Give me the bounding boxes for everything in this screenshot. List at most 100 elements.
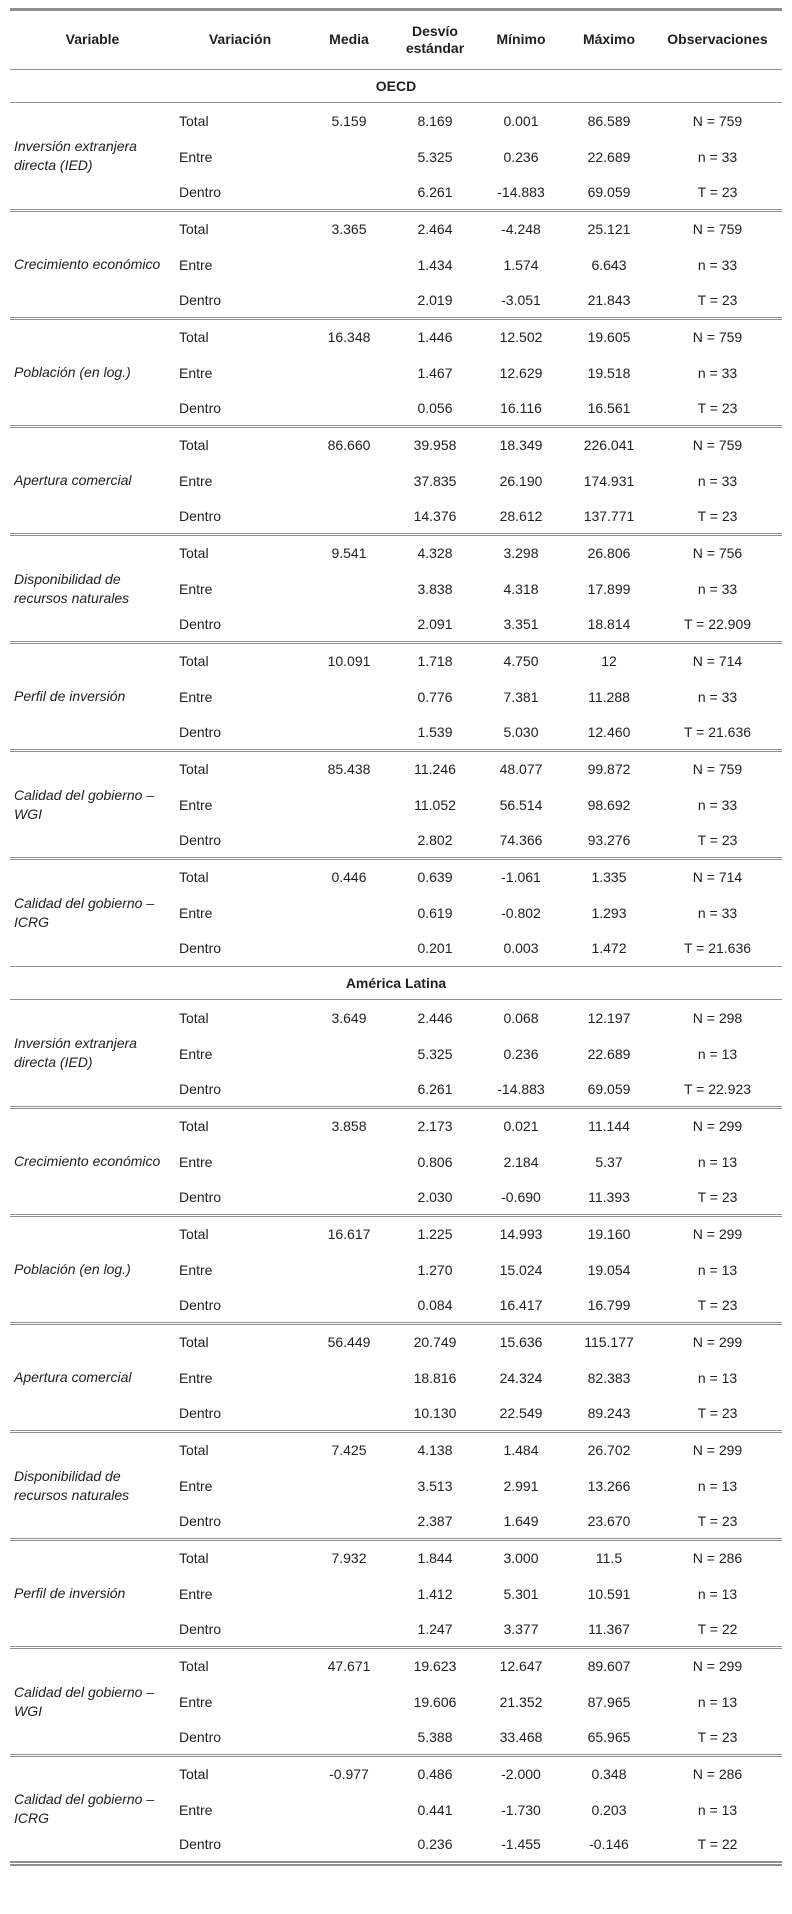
cell-maximo: 0.348 xyxy=(565,1754,653,1792)
cell-variacion: Dentro xyxy=(179,399,222,416)
cell-minimo: 15.024 xyxy=(499,1261,543,1278)
cell-maximo: 25.121 xyxy=(565,209,653,247)
cell-maximo: 89.607 xyxy=(565,1646,653,1684)
cell-maximo: 137.771 xyxy=(583,507,635,524)
cell-media xyxy=(305,499,393,535)
cell-desvio: 2.030 xyxy=(417,1188,453,1205)
cell-media xyxy=(305,1360,393,1396)
cell-minimo: 0.021 xyxy=(477,1106,565,1144)
cell-variacion: Dentro xyxy=(179,1404,222,1421)
cell-desvio: 19.623 xyxy=(393,1646,477,1684)
cell-maximo: 69.059 xyxy=(587,1080,631,1097)
cell-desvio: 2.019 xyxy=(417,291,453,308)
cell-desvio: 1.467 xyxy=(417,364,453,381)
cell-minimo: -1.730 xyxy=(501,1801,541,1818)
cell-variacion: Entre xyxy=(179,904,213,921)
table-row: Calidad del gobierno – WGI Total 47.671 19.… xyxy=(10,1646,782,1756)
cell-obs: T = 22 xyxy=(697,1620,738,1637)
cell-media xyxy=(305,1396,393,1432)
cell-media xyxy=(305,607,393,643)
cell-variacion: Total xyxy=(179,1009,209,1026)
cell-maximo: 11.5 xyxy=(565,1538,653,1576)
variable-name: Crecimiento económico xyxy=(10,1106,175,1216)
cell-maximo: 11.367 xyxy=(588,1620,630,1637)
cell-variacion: Total xyxy=(175,1646,305,1684)
cell-desvio: 0.201 xyxy=(417,940,453,957)
cell-desvio: 20.749 xyxy=(393,1322,477,1360)
cell-variacion: Dentro xyxy=(179,940,222,957)
cell-obs: N = 299 xyxy=(653,1214,782,1252)
cell-variacion: Entre xyxy=(179,148,213,165)
table-row: Crecimiento económico Total 3.365 2.464 -4.2… xyxy=(10,209,782,319)
variable-group: Apertura comercial Total 86.660 39.958 18.34… xyxy=(10,425,782,535)
cell-variacion: Dentro xyxy=(179,1620,222,1637)
cell-variacion: Dentro xyxy=(179,831,222,848)
cell-obs: N = 298 xyxy=(692,1009,743,1026)
table-row: Entre 37.835 26.190 174.931 n = 33 xyxy=(10,463,782,499)
cell-desvio: 3.838 xyxy=(417,580,453,597)
variable-name: Perfil de inversión xyxy=(10,641,175,751)
table-row: Entre 0.806 2.184 5.37 n = 13 xyxy=(10,1144,782,1180)
cell-minimo: -0.690 xyxy=(501,1188,541,1205)
cell-minimo: 4.318 xyxy=(503,580,539,597)
cell-maximo: 13.266 xyxy=(587,1477,631,1494)
cell-minimo: -3.051 xyxy=(501,291,541,308)
cell-variacion: Total xyxy=(175,1538,305,1576)
cell-media xyxy=(305,931,393,967)
cell-desvio: 5.325 xyxy=(417,148,453,165)
cell-maximo: 87.965 xyxy=(587,1693,631,1710)
variable-name: Perfil de inversión xyxy=(10,1538,175,1648)
cell-media xyxy=(305,1792,393,1828)
cell-minimo: 26.190 xyxy=(499,472,543,489)
cell-variacion: Entre xyxy=(179,472,213,489)
table-row: Dentro 1.247 3.377 11.367 T = 22 xyxy=(10,1612,782,1648)
cell-variacion: Total xyxy=(175,533,305,571)
cell-minimo: -4.248 xyxy=(477,209,565,247)
cell-maximo: 19.605 xyxy=(565,317,653,355)
cell-media: 0.446 xyxy=(305,857,393,895)
cell-obs: N = 759 xyxy=(653,317,782,355)
col-header-variable: Variable xyxy=(65,31,120,48)
cell-variacion: Total xyxy=(175,209,305,247)
cell-media: 86.660 xyxy=(305,425,393,463)
cell-maximo: 115.177 xyxy=(565,1322,653,1360)
cell-desvio: 14.376 xyxy=(413,507,457,524)
variable-group: Población (en log.) Total 16.617 1.225 14.99… xyxy=(10,1214,782,1324)
cell-maximo: 19.518 xyxy=(587,364,631,381)
variable-name: Inversión extranjera directa (IED) xyxy=(14,1035,137,1070)
cell-minimo: 3.351 xyxy=(503,615,539,632)
variable-group: Calidad del gobierno – WGI Total 47.671 19.… xyxy=(10,1646,782,1756)
table-row: Entre 5.325 0.236 22.689 n = 13 xyxy=(10,1036,782,1072)
cell-variacion: Dentro xyxy=(179,507,222,524)
cell-minimo: 22.549 xyxy=(499,1404,543,1421)
table-row: Dentro 2.802 74.366 93.276 T = 23 xyxy=(10,823,782,859)
cell-maximo: 19.054 xyxy=(587,1261,631,1278)
cell-maximo: 1.293 xyxy=(591,904,627,921)
cell-obs: N = 299 xyxy=(653,1430,782,1468)
cell-obs: N = 299 xyxy=(653,1322,782,1360)
cell-variacion: Dentro xyxy=(179,1188,222,1205)
cell-media xyxy=(305,1504,393,1540)
cell-minimo: 12.629 xyxy=(499,364,543,381)
section-title: América Latina xyxy=(10,966,782,1000)
section-title: OECD xyxy=(10,69,782,103)
cell-minimo: 4.750 xyxy=(477,641,565,679)
variable-group: Inversión extranjera directa (IED) Total 5… xyxy=(10,103,782,211)
cell-minimo: 0.001 xyxy=(503,112,539,129)
cell-minimo: 48.077 xyxy=(477,749,565,787)
table-row: Población (en log.) Total 16.348 1.446 12.50… xyxy=(10,317,782,427)
cell-minimo: 1.649 xyxy=(503,1512,539,1529)
cell-minimo: 3.000 xyxy=(477,1538,565,1576)
cell-variacion: Entre xyxy=(179,1153,213,1170)
cell-obs: T = 23 xyxy=(697,831,738,848)
cell-variacion: Dentro xyxy=(179,1296,222,1313)
cell-desvio: 1.539 xyxy=(417,723,453,740)
variable-group: Crecimiento económico Total 3.365 2.464 -4.2… xyxy=(10,209,782,319)
cell-maximo: 93.276 xyxy=(587,831,631,848)
table-row: Apertura comercial Total 86.660 39.958 18.34… xyxy=(10,425,782,535)
cell-obs: T = 22.909 xyxy=(683,615,752,632)
cell-minimo: -1.455 xyxy=(501,1836,541,1853)
cell-maximo: 16.561 xyxy=(587,399,631,416)
cell-media: 16.617 xyxy=(305,1214,393,1252)
cell-media xyxy=(305,247,393,283)
